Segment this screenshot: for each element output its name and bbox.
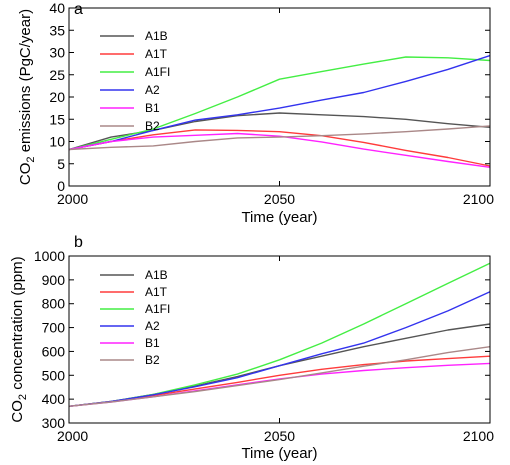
legend-label-a1fi: A1FI [145, 302, 170, 316]
y-tick-label: 25 [49, 67, 65, 83]
legend-label-b1: B1 [145, 101, 160, 115]
series-line-a2 [68, 54, 491, 151]
series-line-a2 [68, 291, 491, 407]
legend-label-a1t: A1T [145, 47, 168, 61]
legend-label-a1b: A1B [145, 29, 168, 43]
series-line-b2 [68, 346, 491, 407]
chart-panel-a: 0 5 10 15 20 25 30 35 40 2000 2050 2100 Time (year) C… [17, 0, 494, 226]
legend-label-b2: B2 [145, 353, 160, 367]
y-axis-label: CO2 concentration (ppm) [9, 256, 29, 422]
y-tick-label: 400 [42, 391, 66, 407]
x-tick-label: 2050 [264, 191, 295, 207]
x-tick-label: 2100 [463, 428, 494, 444]
y-tick-label: 500 [42, 367, 66, 383]
panel-letter: b [74, 234, 83, 251]
x-tick-label: 2000 [57, 428, 88, 444]
legend-label-a1t: A1T [145, 285, 168, 299]
y-tick-label: 1000 [34, 248, 65, 264]
series-line-a1t [68, 129, 491, 167]
x-tick-label: 2050 [264, 428, 295, 444]
series-line-a1fi [68, 56, 491, 151]
legend-label-a2: A2 [145, 319, 160, 333]
y-tick-label: 800 [42, 296, 66, 312]
x-axis-label: Time (year) [241, 209, 317, 226]
y-tick-label: 15 [49, 111, 65, 127]
y-tick-label: 35 [49, 22, 65, 38]
y-axis-label: CO2 emissions (PgC/year) [17, 9, 37, 185]
y-tick-label: 20 [49, 89, 65, 105]
series-line-b1 [68, 132, 491, 168]
y-tick-label: 5 [57, 156, 65, 172]
legend-label-a1b: A1B [145, 268, 168, 282]
y-tick-label: 40 [49, 0, 65, 16]
series-line-b2 [68, 125, 491, 151]
legend: A1B A1T A1FI A2 B1 B2 [100, 268, 170, 367]
panel-letter: a [74, 1, 83, 18]
legend-label-a1fi: A1FI [145, 65, 170, 79]
chart-panel-b: 300 400 500 600 700 800 900 1000 2000 2050 2100 Tim… [9, 234, 494, 462]
legend-label-b2: B2 [145, 119, 160, 133]
y-tick-label: 600 [42, 343, 66, 359]
x-axis-label: Time (year) [241, 445, 317, 462]
legend-label-b1: B1 [145, 336, 160, 350]
plot-frame [68, 7, 491, 187]
x-tick-label: 2000 [57, 191, 88, 207]
y-tick-label: 900 [42, 272, 66, 288]
y-tick-label: 30 [49, 45, 65, 61]
legend: A1B A1T A1FI A2 B1 B2 [100, 29, 170, 133]
y-tick-label: 700 [42, 320, 66, 336]
x-tick-label: 2100 [463, 191, 494, 207]
y-tick-label: 10 [49, 134, 65, 150]
y-tick-label: 300 [42, 415, 66, 431]
legend-label-a2: A2 [145, 83, 160, 97]
y-tick-label: 0 [57, 178, 65, 194]
